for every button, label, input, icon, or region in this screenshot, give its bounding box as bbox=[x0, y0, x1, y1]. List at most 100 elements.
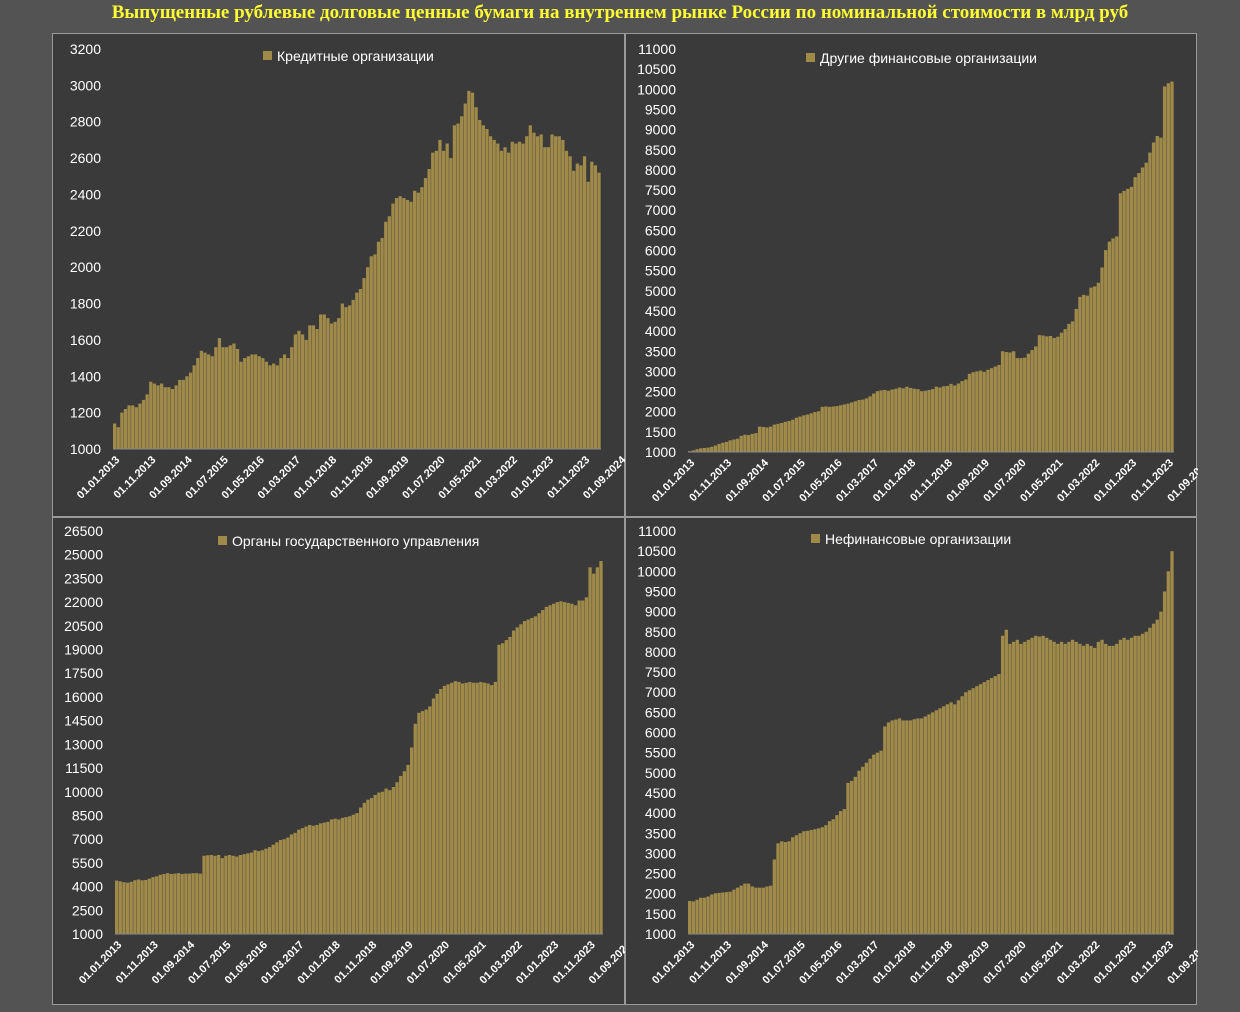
bar bbox=[196, 358, 200, 449]
bar bbox=[1162, 591, 1167, 934]
bar bbox=[140, 880, 144, 934]
bar bbox=[434, 150, 438, 449]
bar bbox=[435, 693, 439, 934]
y-tick-label: 1000 bbox=[645, 926, 676, 942]
bar bbox=[1155, 619, 1159, 934]
bar bbox=[1004, 629, 1008, 934]
bar bbox=[824, 406, 828, 452]
bar bbox=[761, 427, 765, 452]
bar bbox=[278, 839, 283, 934]
bar bbox=[787, 841, 791, 934]
bar bbox=[927, 389, 931, 452]
bar bbox=[452, 125, 457, 450]
bar bbox=[127, 405, 131, 449]
bar bbox=[1166, 83, 1170, 452]
bar bbox=[695, 449, 699, 452]
bar bbox=[573, 605, 578, 934]
bar bbox=[739, 435, 743, 452]
bar bbox=[522, 621, 527, 934]
bar bbox=[599, 561, 603, 934]
legend-label: Кредитные организации bbox=[277, 48, 434, 64]
bar bbox=[1100, 639, 1104, 934]
bar bbox=[482, 682, 487, 934]
bar bbox=[993, 366, 997, 452]
bar bbox=[772, 424, 777, 452]
bar bbox=[348, 816, 352, 934]
bar bbox=[1159, 137, 1163, 452]
y-tick-label: 4500 bbox=[645, 303, 676, 319]
bar bbox=[554, 136, 558, 449]
bar bbox=[754, 433, 758, 452]
bar bbox=[1111, 238, 1115, 452]
bar bbox=[949, 702, 953, 934]
bar bbox=[886, 722, 891, 934]
y-tick-label: 7000 bbox=[72, 831, 103, 847]
bar bbox=[982, 371, 986, 452]
bar bbox=[384, 221, 388, 449]
bar bbox=[293, 832, 297, 934]
bar bbox=[916, 718, 920, 934]
y-tick-label: 4500 bbox=[645, 785, 676, 801]
bar bbox=[724, 441, 729, 452]
bar bbox=[824, 825, 828, 934]
bar bbox=[470, 92, 475, 449]
bar bbox=[942, 706, 946, 934]
bar bbox=[243, 358, 247, 449]
bar bbox=[846, 782, 850, 935]
bar bbox=[989, 678, 994, 934]
y-tick-label: 11500 bbox=[65, 760, 103, 776]
y-tick-label: 3500 bbox=[645, 343, 676, 359]
bar bbox=[1052, 337, 1056, 452]
y-tick-label: 22000 bbox=[64, 594, 103, 610]
bar bbox=[268, 365, 272, 449]
y-tick-label: 8000 bbox=[645, 162, 676, 178]
bar bbox=[831, 406, 835, 452]
bar bbox=[765, 427, 769, 452]
bar bbox=[319, 314, 323, 449]
bar bbox=[1023, 357, 1027, 452]
bar bbox=[464, 682, 468, 934]
bar bbox=[757, 887, 762, 934]
bar bbox=[402, 198, 406, 449]
bar bbox=[1155, 136, 1159, 453]
bar bbox=[905, 386, 909, 452]
bar bbox=[282, 354, 287, 449]
bar bbox=[227, 854, 232, 934]
bar bbox=[857, 770, 861, 934]
bar bbox=[206, 855, 210, 934]
bar bbox=[805, 830, 810, 934]
bar bbox=[827, 821, 832, 934]
bar bbox=[351, 299, 355, 449]
bar bbox=[387, 216, 391, 449]
bar bbox=[743, 883, 747, 935]
bar bbox=[253, 850, 257, 934]
bar bbox=[570, 603, 574, 934]
y-tick-label: 11000 bbox=[638, 41, 676, 57]
y-tick-label: 3200 bbox=[70, 41, 101, 57]
y-tick-label: 6500 bbox=[645, 222, 676, 238]
bar bbox=[528, 125, 532, 450]
bar bbox=[1041, 335, 1045, 452]
y-tick-label: 17500 bbox=[64, 665, 103, 681]
bar bbox=[978, 684, 983, 934]
bar bbox=[170, 389, 175, 449]
bar bbox=[184, 873, 188, 934]
bar bbox=[176, 873, 181, 934]
bar bbox=[485, 129, 489, 449]
y-tick-label: 20500 bbox=[64, 618, 103, 634]
chart-other-financial: 1000 1500 2000 2500 3000 3500 4000 4500 5000 5500… bbox=[637, 41, 1198, 505]
bar bbox=[155, 876, 159, 934]
bar bbox=[982, 682, 986, 935]
bar bbox=[842, 809, 846, 934]
bar bbox=[1096, 641, 1101, 934]
bar bbox=[960, 381, 964, 452]
bar bbox=[213, 855, 217, 934]
bar bbox=[1126, 188, 1130, 452]
bar bbox=[691, 450, 696, 452]
bar bbox=[297, 330, 301, 449]
bar bbox=[147, 878, 152, 934]
bar bbox=[442, 685, 447, 934]
bar bbox=[260, 850, 264, 934]
bar bbox=[927, 714, 931, 934]
bar bbox=[380, 238, 384, 449]
